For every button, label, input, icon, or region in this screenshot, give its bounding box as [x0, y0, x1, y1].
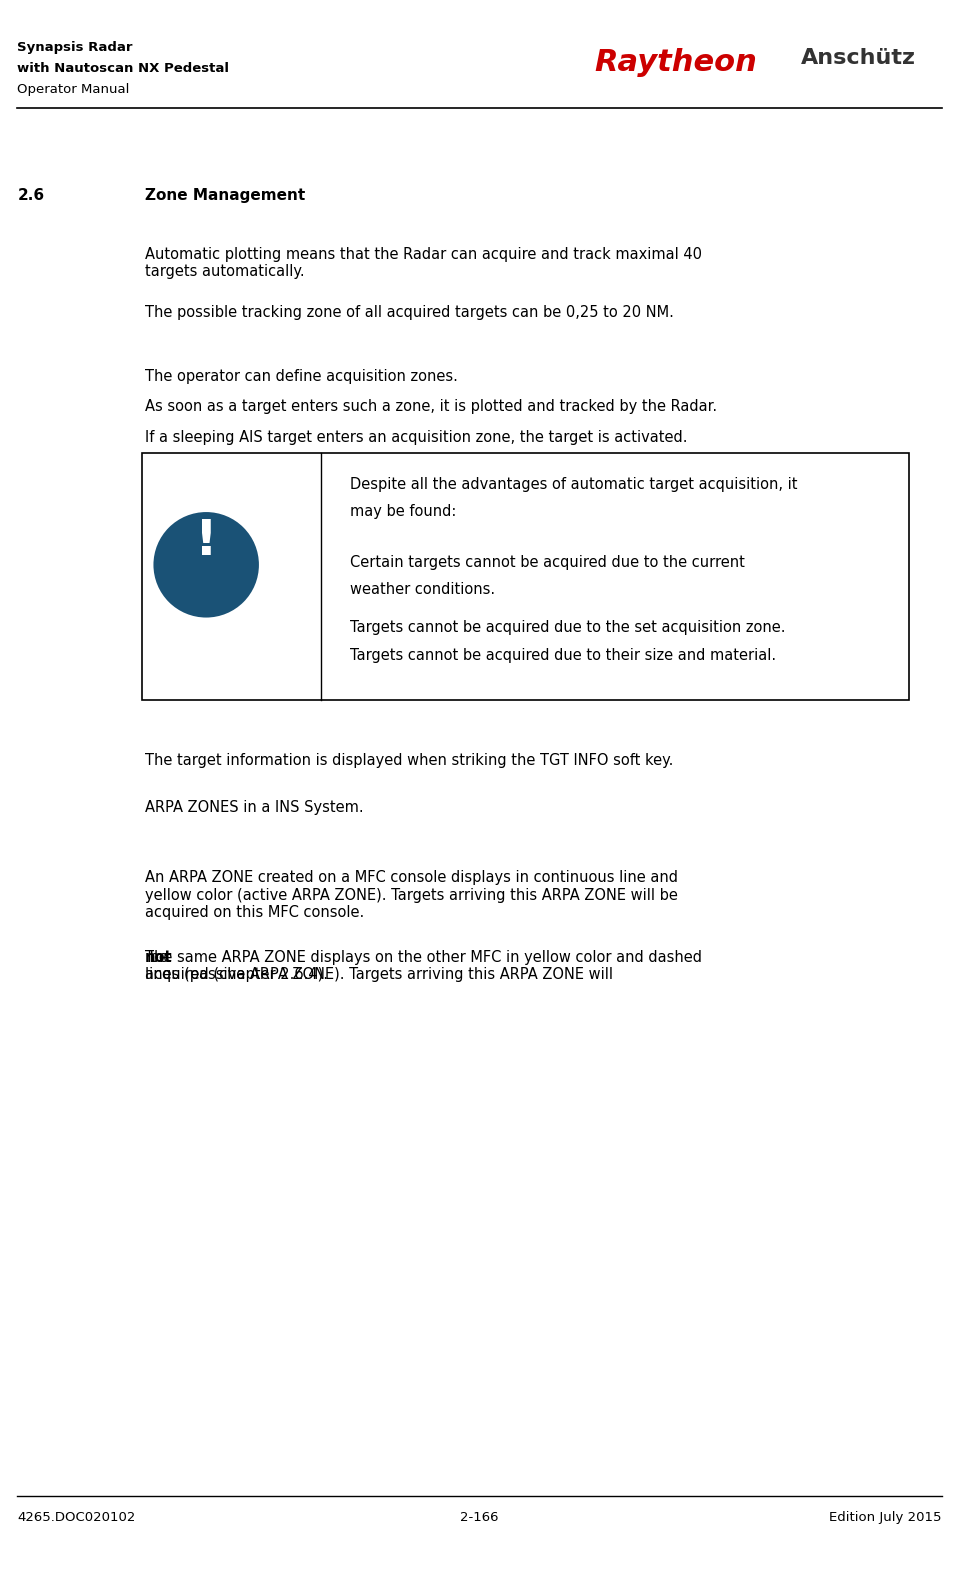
Text: with Nautoscan NX Pedestal: with Nautoscan NX Pedestal [17, 62, 229, 75]
Text: If a sleeping AIS target enters an acquisition zone, the target is activated.: If a sleeping AIS target enters an acqui… [145, 430, 688, 444]
Text: Zone Management: Zone Management [145, 188, 305, 202]
Text: 4265.DOC020102: 4265.DOC020102 [17, 1511, 135, 1524]
Text: Anschütz: Anschütz [801, 48, 916, 68]
Text: Raytheon: Raytheon [595, 48, 758, 76]
Text: weather conditions.: weather conditions. [350, 582, 495, 597]
Text: Despite all the advantages of automatic target acquisition, it: Despite all the advantages of automatic … [350, 477, 798, 492]
FancyBboxPatch shape [142, 453, 909, 700]
Ellipse shape [153, 512, 259, 617]
Text: Operator Manual: Operator Manual [17, 83, 129, 95]
Text: 2.6: 2.6 [17, 188, 44, 202]
Text: Certain targets cannot be acquired due to the current: Certain targets cannot be acquired due t… [350, 555, 745, 570]
Text: Edition July 2015: Edition July 2015 [830, 1511, 942, 1524]
Text: Automatic plotting means that the Radar can acquire and track maximal 40
targets: Automatic plotting means that the Radar … [145, 247, 702, 278]
Text: !: ! [195, 517, 218, 565]
Text: Targets cannot be acquired due to their size and material.: Targets cannot be acquired due to their … [350, 648, 776, 662]
Text: As soon as a target enters such a zone, it is plotted and tracked by the Radar.: As soon as a target enters such a zone, … [145, 399, 717, 414]
Text: The same ARPA ZONE displays on the other MFC in yellow color and dashed
lines (p: The same ARPA ZONE displays on the other… [145, 950, 702, 982]
Text: be
acquired (chapter 2.6.4).: be acquired (chapter 2.6.4). [145, 950, 328, 982]
Text: not: not [145, 950, 173, 964]
Text: Synapsis Radar: Synapsis Radar [17, 41, 132, 54]
Text: Targets cannot be acquired due to the set acquisition zone.: Targets cannot be acquired due to the se… [350, 620, 785, 635]
Text: 2-166: 2-166 [460, 1511, 499, 1524]
Text: The operator can define acquisition zones.: The operator can define acquisition zone… [145, 369, 457, 383]
Text: The target information is displayed when striking the TGT INFO soft key.: The target information is displayed when… [145, 753, 673, 767]
Text: An ARPA ZONE created on a MFC console displays in continuous line and
yellow col: An ARPA ZONE created on a MFC console di… [145, 870, 678, 920]
Text: The possible tracking zone of all acquired targets can be 0,25 to 20 NM.: The possible tracking zone of all acquir… [145, 305, 674, 320]
Text: may be found:: may be found: [350, 504, 456, 519]
Text: ARPA ZONES in a INS System.: ARPA ZONES in a INS System. [145, 800, 363, 815]
